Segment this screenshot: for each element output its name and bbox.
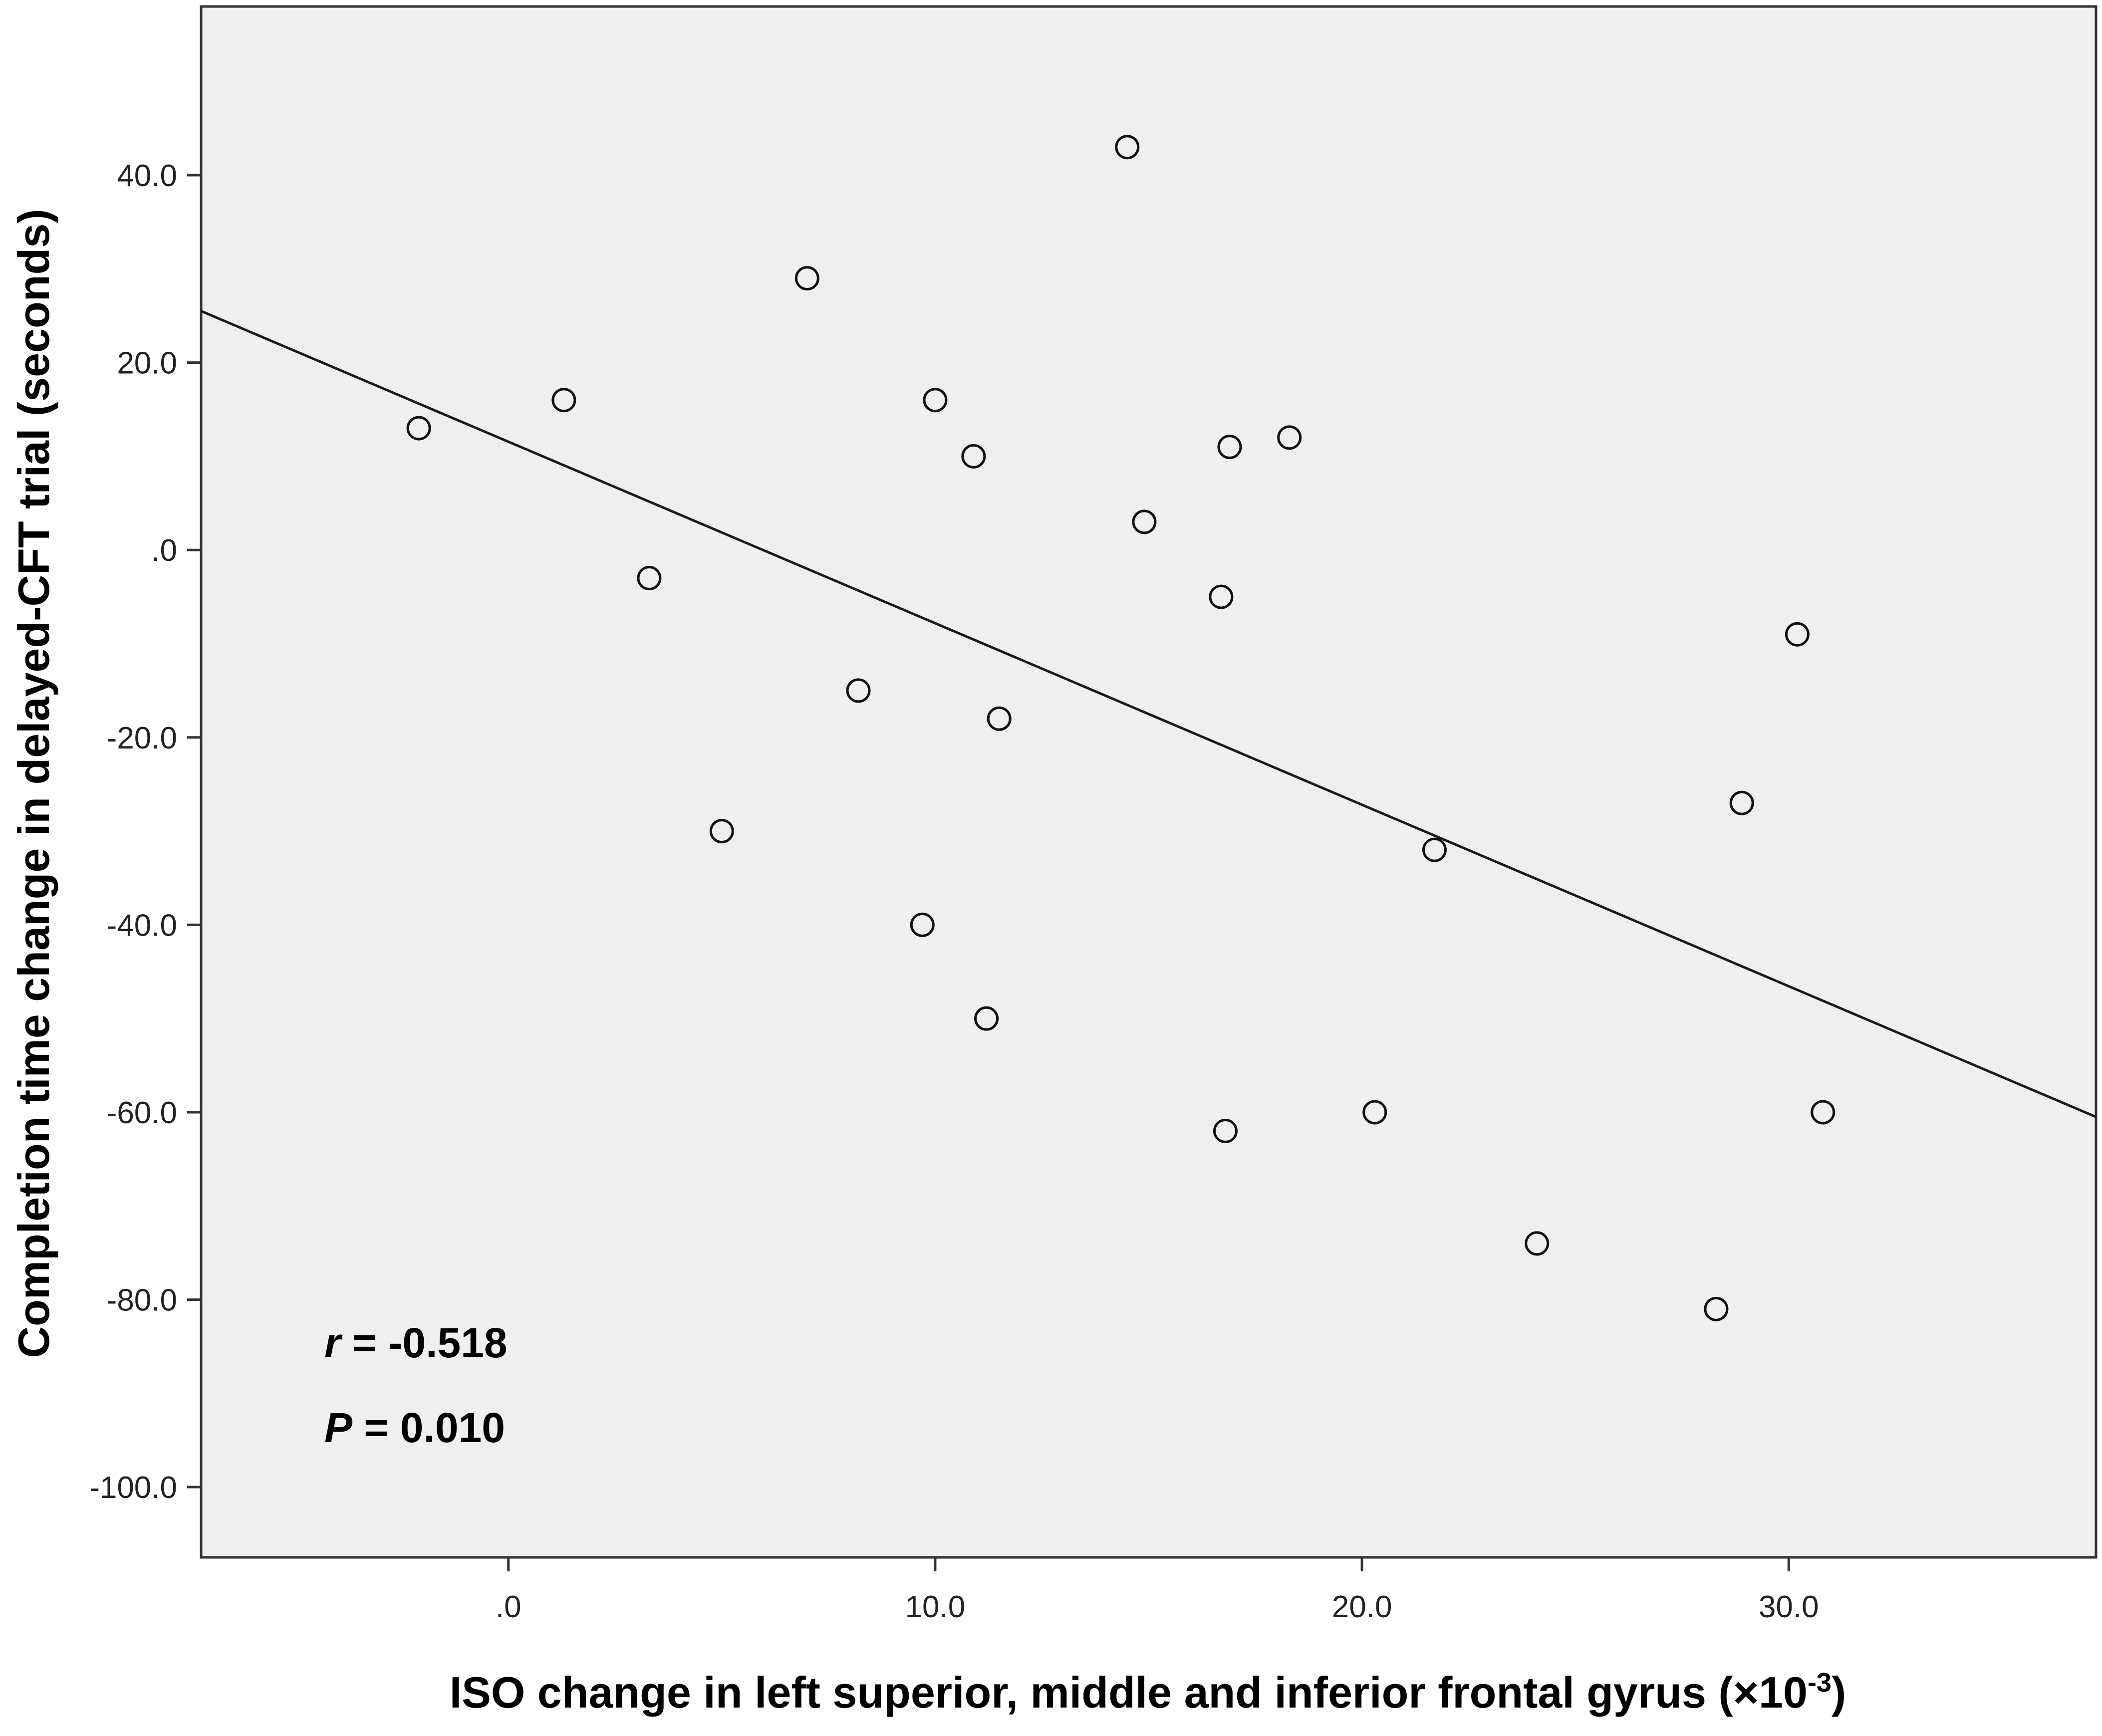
- y-tick-label: -60.0: [107, 1096, 177, 1130]
- data-point: [910, 912, 935, 937]
- r-symbol: r: [324, 1319, 343, 1366]
- data-point: [961, 444, 986, 469]
- x-axis-title-end: ): [1832, 1668, 1846, 1717]
- data-point: [1525, 1231, 1550, 1256]
- regression-line: [201, 310, 2097, 1118]
- data-point: [1729, 790, 1754, 815]
- y-axis: 40.0 20.0 .0 -20.0 -40.0 -60.0 -80.0 -100.0: [89, 159, 201, 1505]
- r-value: = -0.518: [341, 1319, 508, 1366]
- fit-layer: [201, 310, 2097, 1118]
- data-point: [1362, 1100, 1387, 1125]
- data-point: [1115, 135, 1140, 160]
- x-axis: .0 10.0 20.0 30.0: [496, 1557, 1819, 1624]
- y-tick-label: -40.0: [107, 908, 177, 943]
- data-point: [1704, 1296, 1729, 1321]
- x-axis-title-sup: -3: [1808, 1668, 1832, 1698]
- x-tick-label: 20.0: [1332, 1590, 1392, 1624]
- x-tick-label: 10.0: [905, 1590, 966, 1624]
- plot-area: [200, 5, 2098, 1559]
- data-point: [1209, 584, 1234, 609]
- data-point: [974, 1006, 999, 1031]
- y-tick-label: -20.0: [107, 721, 177, 755]
- data-point: [637, 566, 662, 591]
- y-tick-label: -100.0: [89, 1471, 177, 1505]
- p-symbol: P: [324, 1404, 353, 1451]
- y-tick-label: -80.0: [107, 1283, 177, 1318]
- data-point: [923, 388, 948, 413]
- p-annotation: P = 0.010: [324, 1404, 505, 1451]
- data-point: [709, 819, 734, 844]
- data-point: [406, 416, 431, 441]
- data-point: [1277, 425, 1302, 450]
- data-point: [794, 266, 819, 291]
- data-point: [1422, 837, 1447, 862]
- x-axis-title: ISO change in left superior, middle and …: [450, 1668, 1846, 1717]
- data-point: [987, 706, 1012, 731]
- y-axis-title: Completion time change in delayed-CFT tr…: [9, 209, 58, 1358]
- data-point: [1132, 509, 1157, 534]
- data-point: [551, 388, 576, 413]
- x-tick-label: 30.0: [1759, 1590, 1819, 1624]
- data-point: [1213, 1119, 1238, 1144]
- x-axis-title-main: ISO change in left superior, middle and …: [450, 1668, 1808, 1717]
- data-point: [1217, 435, 1242, 460]
- r-annotation: r = -0.518: [324, 1319, 508, 1366]
- x-tick-label: .0: [496, 1590, 522, 1624]
- y-tick-label: 20.0: [117, 346, 177, 381]
- data-point: [1785, 622, 1810, 647]
- p-value: = 0.010: [352, 1404, 505, 1451]
- data-point: [1811, 1100, 1836, 1125]
- y-tick-label: .0: [151, 533, 177, 568]
- data-point: [846, 678, 871, 703]
- y-tick-label: 40.0: [117, 159, 177, 193]
- points-layer: [406, 135, 1836, 1321]
